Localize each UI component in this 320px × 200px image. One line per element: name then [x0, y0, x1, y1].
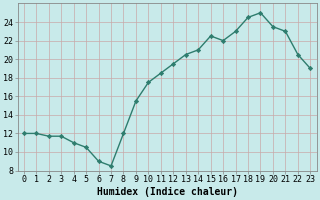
X-axis label: Humidex (Indice chaleur): Humidex (Indice chaleur)	[97, 186, 237, 197]
